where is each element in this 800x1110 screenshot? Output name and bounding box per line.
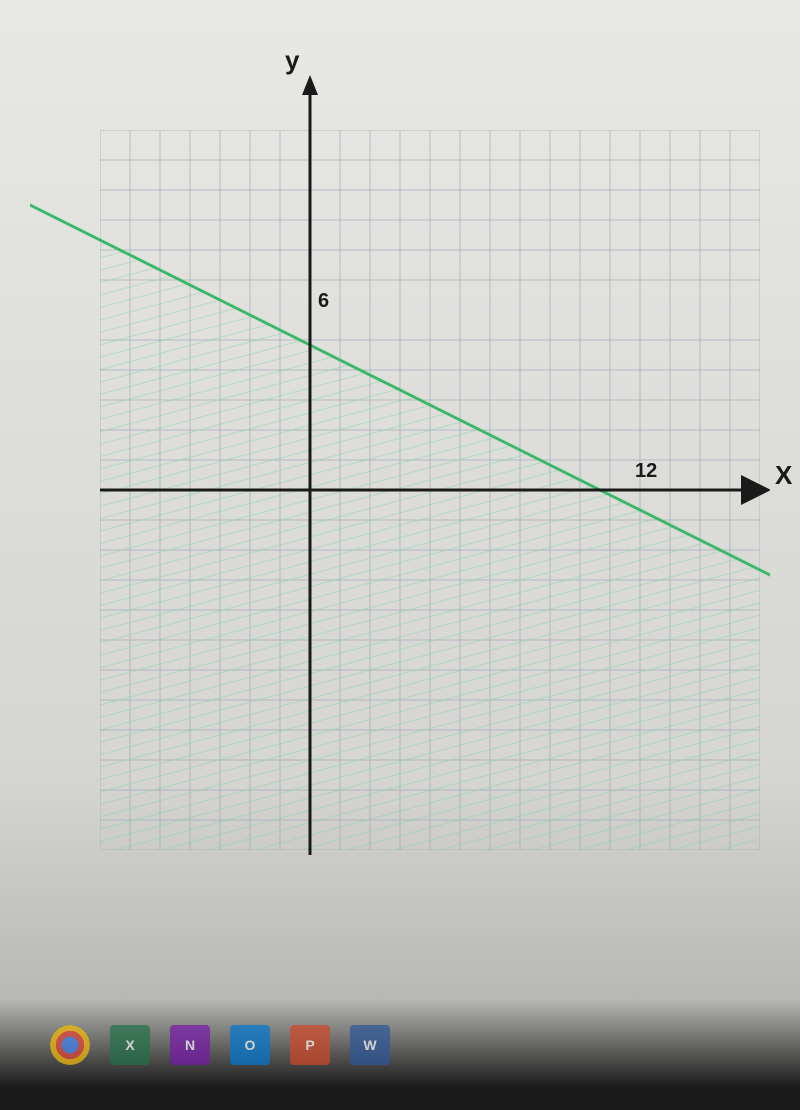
- taskbar: X N O P W: [50, 1020, 390, 1070]
- chart-container: y X 6 12: [30, 40, 770, 860]
- excel-icon[interactable]: X: [110, 1025, 150, 1065]
- outlook-icon[interactable]: O: [230, 1025, 270, 1065]
- chrome-icon[interactable]: [50, 1025, 90, 1065]
- y-axis-label: y: [285, 45, 299, 76]
- y-axis-arrow: [302, 75, 318, 95]
- inequality-chart: [30, 40, 770, 860]
- y-intercept-label: 6: [318, 290, 329, 313]
- word-icon[interactable]: W: [350, 1025, 390, 1065]
- onenote-icon[interactable]: N: [170, 1025, 210, 1065]
- x-intercept-label: 12: [635, 460, 657, 483]
- powerpoint-icon[interactable]: P: [290, 1025, 330, 1065]
- x-axis-label: X: [775, 460, 792, 491]
